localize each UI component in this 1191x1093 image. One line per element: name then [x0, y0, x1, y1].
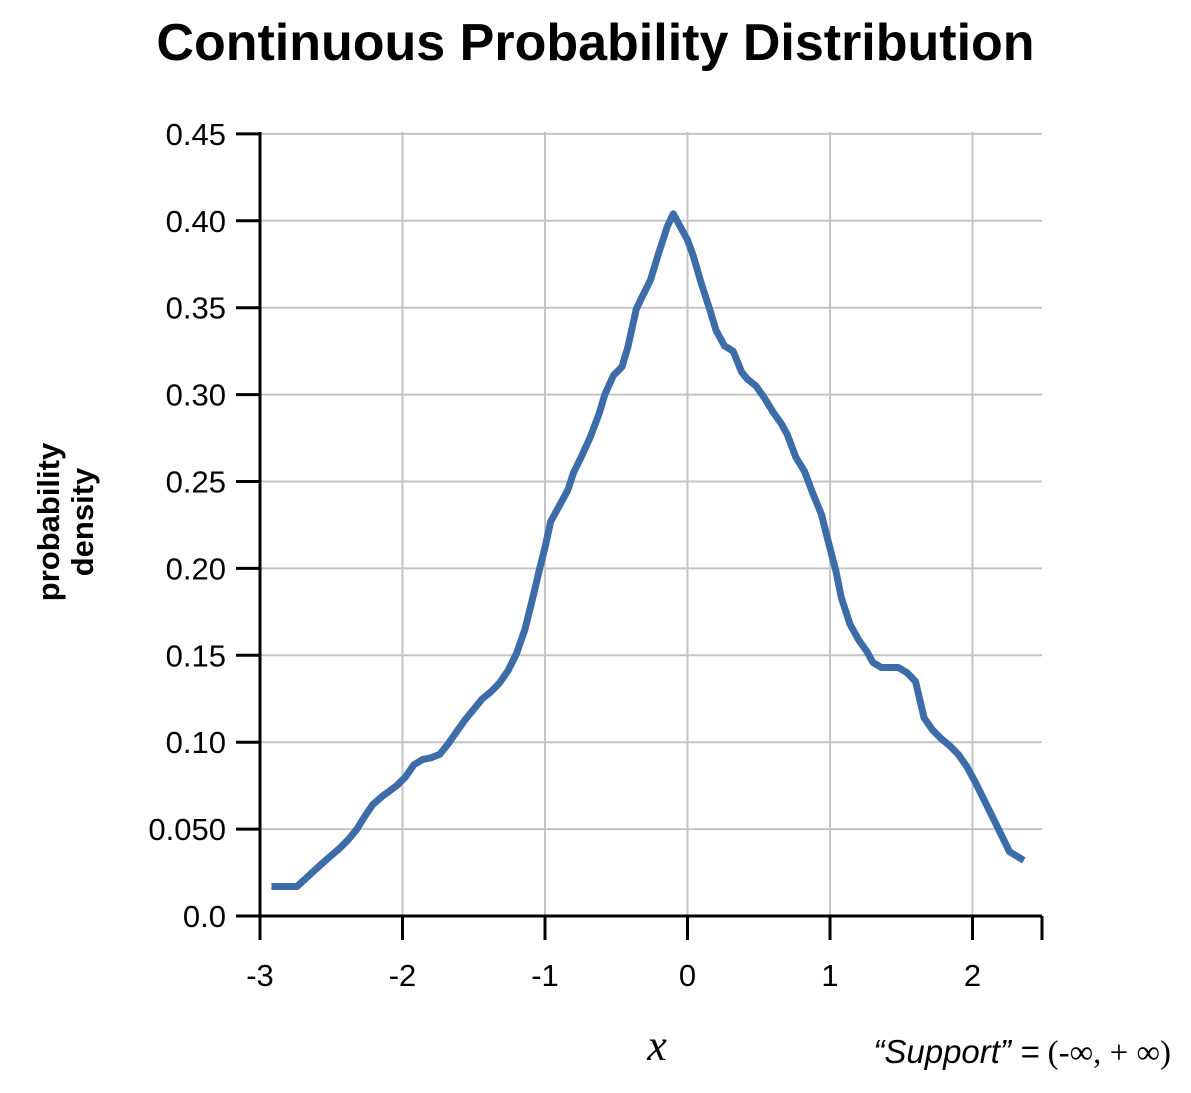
axis-ticks: 0.0 0.050 0.10 0.15 0.20 0.25 0.30 0.35 0.40 0.45…: [148, 117, 1044, 993]
y-tick-label: 0.25: [166, 465, 226, 500]
y-axis-label: probability density: [30, 372, 100, 672]
y-axis-label-line: density: [65, 467, 100, 577]
grid-lines: [260, 132, 1042, 916]
x-tick-label: -3: [246, 958, 274, 993]
y-tick-label: 0.30: [166, 378, 226, 413]
y-tick-label: 0.050: [148, 812, 226, 847]
support-annotation: “Support” = (-∞, + ∞): [873, 1033, 1171, 1072]
y-tick-label: 0.20: [166, 551, 226, 586]
axes: [236, 132, 1042, 940]
y-tick-label: 0.40: [166, 204, 226, 239]
data-series: [271, 210, 1026, 890]
x-tick-label: -1: [531, 958, 559, 993]
y-tick-label: 0.35: [166, 291, 226, 326]
chart-title: Continuous Probability Distribution: [156, 14, 1035, 72]
y-tick-label: 0.10: [166, 725, 226, 760]
y-tick-label: 0.0: [183, 899, 226, 934]
x-tick-label: -2: [389, 958, 417, 993]
support-annotation-interval: (-∞, + ∞): [1039, 1035, 1171, 1071]
x-tick-label: 2: [964, 958, 981, 993]
y-axis-label-line: probability: [30, 442, 66, 602]
y-tick-label: 0.45: [166, 117, 226, 152]
y-tick-label: 0.15: [166, 638, 226, 673]
x-axis-label: x: [647, 1021, 667, 1070]
x-tick-label: 0: [679, 958, 696, 993]
density-curve: [271, 210, 1026, 890]
support-annotation-label: “Support” =: [873, 1033, 1040, 1070]
x-tick-label: 1: [821, 958, 838, 993]
